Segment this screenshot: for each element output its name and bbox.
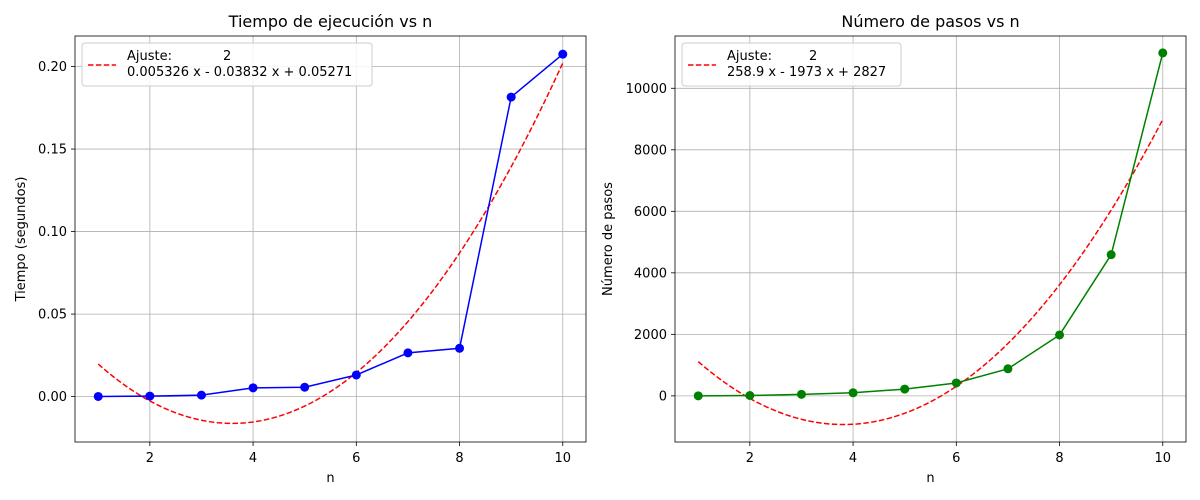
data-point <box>145 391 155 401</box>
y-tick-label: 0.10 <box>38 225 67 240</box>
data-point <box>558 49 568 59</box>
data-point <box>693 391 703 401</box>
x-tick-label: 10 <box>554 451 571 466</box>
y-tick-label: 0.20 <box>38 60 67 75</box>
x-tick-label: 2 <box>746 451 754 466</box>
axes-frame <box>74 35 587 443</box>
fit-curve <box>697 119 1164 426</box>
grid-lines <box>675 36 1186 442</box>
data-point <box>196 390 206 400</box>
data-point <box>93 391 103 401</box>
chart-2: Número de pasos vs n 2 4 6 8 10 0 2000 4000 6000 8… <box>601 12 1187 486</box>
fit-curve <box>97 62 564 425</box>
data-point <box>1055 330 1065 340</box>
x-tick-label: 8 <box>1055 451 1063 466</box>
x-tick-label: 2 <box>146 451 154 466</box>
y-tick-label: 2000 <box>634 328 667 343</box>
chart-title: Número de pasos vs n <box>841 12 1019 31</box>
data-point <box>1158 48 1168 58</box>
x-tick-label: 6 <box>352 451 360 466</box>
y-tick-label: 4000 <box>634 266 667 281</box>
legend-equation: 258.9 x - 1973 x + 2827 <box>727 65 886 80</box>
axes-frame <box>674 35 1187 443</box>
y-tick-label: 10000 <box>626 82 667 97</box>
y-tick-label: 0 <box>659 389 667 404</box>
data-point <box>951 378 961 388</box>
data-point <box>900 384 910 394</box>
data-point <box>455 343 465 353</box>
data-point <box>796 389 806 399</box>
x-tick-label: 10 <box>1154 451 1171 466</box>
data-point <box>300 382 310 392</box>
chart-1: Tiempo de ejecución vs n 2 4 6 8 10 0.00 0.05 0.… <box>14 12 587 486</box>
chart-title: Tiempo de ejecución vs n <box>228 12 433 31</box>
x-tick-label: 8 <box>455 451 463 466</box>
x-tick-label: 4 <box>249 451 257 466</box>
y-tick-label: 8000 <box>634 143 667 158</box>
legend-label: Ajuste: <box>727 49 772 64</box>
data-point <box>506 92 516 102</box>
x-tick-label: 4 <box>849 451 857 466</box>
legend-exponent: 2 <box>223 49 231 64</box>
y-tick-label: 0.05 <box>38 308 67 323</box>
data-point <box>848 388 858 398</box>
y-tick-label: 0.00 <box>38 390 67 405</box>
plot-area <box>93 49 568 425</box>
data-point <box>1106 250 1116 260</box>
data-point <box>351 370 361 380</box>
y-axis-label: Número de pasos <box>601 182 616 296</box>
data-point <box>745 390 755 400</box>
data-point <box>248 383 258 393</box>
legend: Ajuste: 20.005326 x - 0.03832 x + 0.05271 <box>81 42 373 87</box>
data-line <box>698 52 1164 397</box>
plot-area <box>693 48 1168 426</box>
legend-box <box>81 42 373 87</box>
y-tick-label: 6000 <box>634 205 667 220</box>
data-point <box>1003 364 1013 374</box>
legend-exponent: 2 <box>809 49 817 64</box>
y-axis-label: Tiempo (segundos) <box>14 177 29 303</box>
data-line <box>98 53 564 398</box>
legend-box <box>681 42 902 87</box>
legend-equation: 0.005326 x - 0.03832 x + 0.05271 <box>127 65 352 80</box>
x-axis-label: n <box>926 471 934 486</box>
legend-label: Ajuste: <box>127 49 172 64</box>
x-tick-label: 6 <box>952 451 960 466</box>
y-tick-label: 0.15 <box>38 143 67 158</box>
data-point <box>403 348 413 358</box>
x-axis-label: n <box>326 471 334 486</box>
